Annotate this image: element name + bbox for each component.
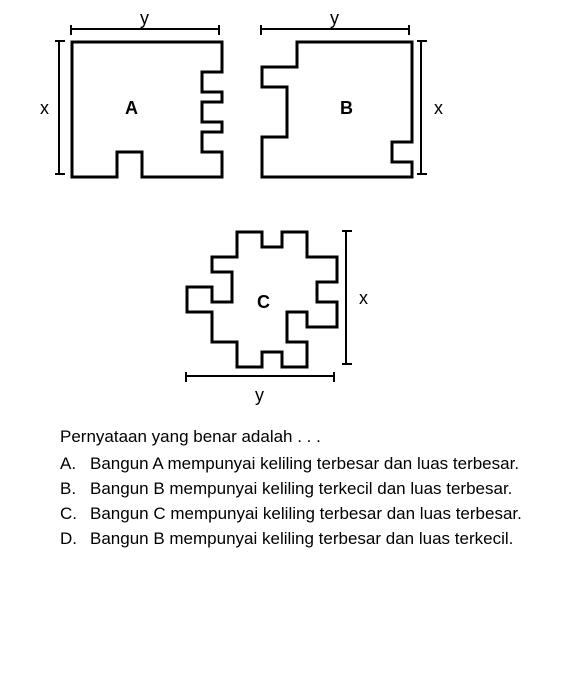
option-a-letter: A. bbox=[60, 453, 90, 476]
shape-b-container: y x B bbox=[260, 40, 414, 179]
option-d-letter: D. bbox=[60, 528, 90, 551]
shape-c-x-dimension bbox=[345, 230, 355, 365]
shape-a-y-dimension bbox=[70, 28, 220, 38]
shape-b-x-label: x bbox=[434, 98, 443, 119]
shape-b-letter: B bbox=[340, 98, 353, 119]
option-a: A. Bangun A mempunyai keliling terbesar … bbox=[60, 453, 540, 476]
option-c-letter: C. bbox=[60, 503, 90, 526]
shape-a-letter: A bbox=[125, 98, 138, 119]
option-d: D. Bangun B mempunyai keliling terbesar … bbox=[60, 528, 540, 551]
shape-a-x-dimension bbox=[58, 40, 68, 175]
shapes-area: y x A y x B y x C bbox=[30, 20, 540, 420]
shape-a-path bbox=[72, 42, 222, 177]
shape-a-container: y x A bbox=[70, 40, 224, 179]
options-list: A. Bangun A mempunyai keliling terbesar … bbox=[30, 453, 540, 551]
shape-a-svg bbox=[70, 40, 224, 179]
shape-b-y-dimension bbox=[260, 28, 410, 38]
option-b-text: Bangun B mempunyai keliling terkecil dan… bbox=[90, 478, 540, 501]
shape-b-y-label: y bbox=[330, 8, 339, 29]
shape-a-y-label: y bbox=[140, 8, 149, 29]
option-b-letter: B. bbox=[60, 478, 90, 501]
shape-a-x-label: x bbox=[40, 98, 49, 119]
shape-b-x-dimension bbox=[420, 40, 430, 175]
shape-c-container: y x C bbox=[185, 230, 339, 369]
shape-c-x-label: x bbox=[359, 288, 368, 309]
shape-b-svg bbox=[260, 40, 414, 179]
option-c-text: Bangun C mempunyai keliling terbesar dan… bbox=[90, 503, 540, 526]
option-b: B. Bangun B mempunyai keliling terkecil … bbox=[60, 478, 540, 501]
shape-c-letter: C bbox=[257, 292, 270, 313]
option-d-text: Bangun B mempunyai keliling terbesar dan… bbox=[90, 528, 540, 551]
shape-b-path bbox=[262, 42, 412, 177]
shape-c-y-label: y bbox=[255, 385, 264, 406]
shape-c-y-dimension bbox=[185, 375, 335, 385]
question-prompt: Pernyataan yang benar adalah . . . bbox=[30, 425, 540, 449]
option-c: C. Bangun C mempunyai keliling terbesar … bbox=[60, 503, 540, 526]
option-a-text: Bangun A mempunyai keliling terbesar dan… bbox=[90, 453, 540, 476]
